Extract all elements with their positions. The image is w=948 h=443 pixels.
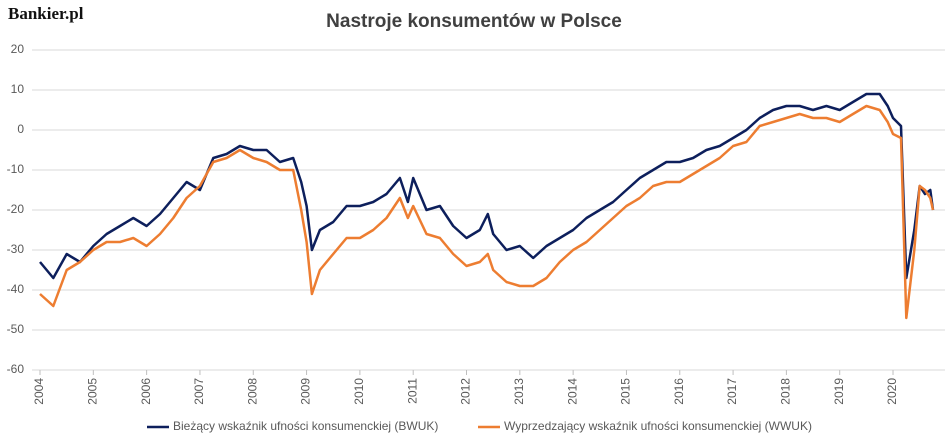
y-tick-label: -40 <box>7 282 25 296</box>
y-tick-label: -50 <box>7 322 25 336</box>
y-tick-label: -20 <box>7 202 25 216</box>
x-tick-label: 2015 <box>619 378 633 405</box>
series-line <box>39 104 935 320</box>
y-tick-label: -60 <box>7 362 25 376</box>
chart-title: Nastroje konsumentów w Polsce <box>326 11 622 32</box>
y-tick-label: -30 <box>7 242 25 256</box>
x-tick-label: 2012 <box>459 378 473 405</box>
brand: Bankier.pl <box>8 4 84 23</box>
x-tick-label: 2013 <box>512 378 526 405</box>
x-tick-label: 2006 <box>139 378 153 405</box>
x-tick-label: 2010 <box>352 378 366 405</box>
x-tick-label: 2011 <box>405 378 419 404</box>
y-tick-label: 0 <box>17 122 24 136</box>
y-tick-label: 20 <box>11 42 25 56</box>
x-tick-label: 2017 <box>725 378 739 405</box>
x-tick-label: 2019 <box>832 378 846 405</box>
x-tick-label: 2004 <box>32 378 46 405</box>
x-tick-label: 2020 <box>885 378 899 405</box>
x-tick-label: 2018 <box>779 378 793 405</box>
x-tick-label: 2016 <box>672 378 686 405</box>
legend-label: Wyprzedzający wskaźnik ufności konsumenc… <box>504 419 812 433</box>
y-tick-label: -10 <box>7 162 25 176</box>
y-tick-label: 10 <box>11 82 25 96</box>
x-tick-label: 2008 <box>245 378 259 405</box>
legend-label: Bieżący wskaźnik ufności konsumenckiej (… <box>173 419 438 433</box>
x-tick-label: 2007 <box>192 378 206 405</box>
x-tick-label: 2009 <box>299 378 313 405</box>
x-tick-label: 2014 <box>565 378 579 405</box>
x-tick-label: 2005 <box>85 378 99 405</box>
